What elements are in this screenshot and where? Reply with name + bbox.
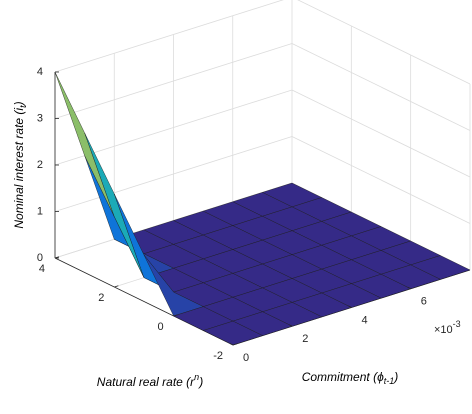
surface-face [54,71,115,217]
z-tick-label: 4 [37,66,43,78]
grid-line [291,89,471,178]
z-axis-label: Nominal interest rate (it) [12,101,28,228]
tick-mark [232,343,238,346]
z-tick-label: 1 [37,205,43,217]
tick-mark [407,286,411,290]
y-tick-label: 2 [98,292,104,304]
grid-line [54,0,284,73]
x-tick-label: 4 [362,314,368,326]
y-tick-label: -2 [213,350,223,362]
x-tick-label: 0 [243,352,249,364]
tick-mark [54,256,60,259]
x-tick-label: 6 [421,296,427,308]
tick-mark [348,305,352,308]
grid-line [54,136,293,212]
y-axis-label: Natural real rate (rn) [97,372,203,389]
surface [54,71,471,346]
grid-line [54,43,293,119]
grid-line [297,0,471,85]
z-tick-label: 3 [37,112,43,124]
y-tick-label: 4 [39,263,45,275]
z-tick-label: 0 [37,252,43,264]
grid-line [54,89,293,166]
x-exponent: ×10-3 [434,319,461,336]
x-axis-label: Commitment (ϕt-1) [302,370,399,386]
z-tick-label: 2 [37,159,43,171]
x-tick-label: 2 [302,333,308,345]
grid-line [291,43,471,131]
y-tick-label: 0 [158,321,164,333]
tick-mark [114,285,119,288]
tick-mark [289,324,293,327]
tick-mark [173,314,178,317]
surface-face [202,320,264,346]
tick-mark [229,343,234,346]
grid-line [291,136,471,224]
